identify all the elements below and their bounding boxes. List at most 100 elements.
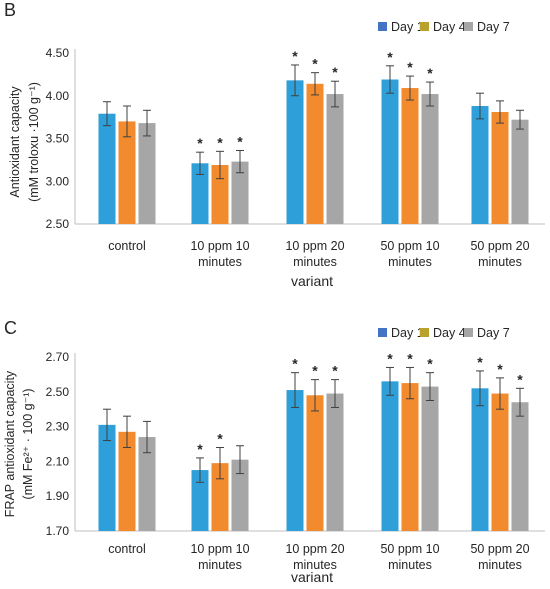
bar <box>511 402 529 531</box>
significance-marker: * <box>427 65 433 81</box>
significance-marker: * <box>387 350 393 366</box>
legend-swatch <box>378 22 387 31</box>
x-tick-label: minutes <box>388 558 432 572</box>
bar <box>286 80 304 224</box>
legend-swatch <box>420 22 429 31</box>
x-tick-label: minutes <box>388 255 432 269</box>
bar <box>306 395 324 531</box>
bar <box>231 161 249 224</box>
x-tick-label: control <box>108 542 146 556</box>
bar <box>118 431 136 531</box>
significance-marker: * <box>312 56 318 72</box>
legend-swatch <box>420 328 429 337</box>
chart-panel-b: B 2.50 3.00 3.50 4.00 4.50 Antioxidant capacit… <box>4 0 545 289</box>
x-tick-label: 10 ppm 20 <box>285 239 344 253</box>
x-tick-label: minutes <box>293 558 337 572</box>
x-tick-label: 10 ppm 20 <box>285 542 344 556</box>
bar <box>421 386 439 531</box>
bar <box>401 383 419 531</box>
significance-marker: * <box>292 356 298 372</box>
y-axis-label: Antioxidant capacity <box>8 86 22 198</box>
bar <box>231 459 249 531</box>
bar <box>401 88 419 225</box>
significance-marker: * <box>407 59 413 75</box>
significance-marker: * <box>237 133 243 149</box>
bar <box>491 111 509 224</box>
y-tick-label: 2.10 <box>46 454 70 468</box>
significance-marker: * <box>197 441 203 457</box>
y-tick-label: 3.00 <box>46 174 70 188</box>
x-tick-label: minutes <box>478 255 522 269</box>
bar <box>191 470 209 531</box>
bar <box>421 94 439 224</box>
bar <box>511 119 529 224</box>
y-tick-label: 2.50 <box>46 385 70 399</box>
y-tick-label: 1.70 <box>46 524 70 538</box>
panel-label: C <box>4 318 17 338</box>
x-tick-label: minutes <box>478 558 522 572</box>
legend-label: Day 7 <box>477 20 510 34</box>
legend-label: Day 4 <box>433 20 466 34</box>
significance-marker: * <box>332 363 338 379</box>
x-tick-label: 50 ppm 10 <box>380 239 439 253</box>
bar <box>98 424 116 531</box>
y-axis-label: (mM troloxu ·100 g⁻¹) <box>27 82 41 202</box>
legend-label: Day 4 <box>433 326 466 340</box>
bar <box>326 94 344 224</box>
significance-marker: * <box>517 371 523 387</box>
bar <box>381 381 399 531</box>
bar <box>491 393 509 531</box>
x-tick-label: 50 ppm 20 <box>470 239 529 253</box>
significance-marker: * <box>497 361 503 377</box>
significance-marker: * <box>217 134 223 150</box>
legend-swatch <box>464 22 473 31</box>
bar <box>211 165 229 224</box>
y-tick-label: 2.30 <box>46 420 70 434</box>
legend-label: Day 1 <box>391 326 424 340</box>
significance-marker: * <box>387 49 393 65</box>
x-axis-label: variant <box>291 569 333 585</box>
y-axis-label: (mM Fe²⁺ · 100 g⁻¹) <box>21 388 35 499</box>
significance-marker: * <box>427 356 433 372</box>
bar <box>381 79 399 224</box>
legend-label: Day 7 <box>477 326 510 340</box>
bar <box>191 163 209 224</box>
y-tick-label: 1.90 <box>46 489 70 503</box>
significance-marker: * <box>477 354 483 370</box>
x-tick-label: minutes <box>293 255 337 269</box>
bar <box>286 390 304 531</box>
x-tick-label: 50 ppm 10 <box>380 542 439 556</box>
y-tick-label: 2.70 <box>46 350 70 364</box>
x-tick-label: minutes <box>198 255 242 269</box>
significance-marker: * <box>312 363 318 379</box>
x-tick-label: control <box>108 239 146 253</box>
panel-label: B <box>4 0 16 20</box>
legend-swatch <box>464 328 473 337</box>
significance-marker: * <box>197 135 203 151</box>
bar <box>306 83 324 224</box>
significance-marker: * <box>332 64 338 80</box>
bar <box>471 106 489 224</box>
bar <box>138 123 156 224</box>
y-tick-label: 2.50 <box>46 217 70 231</box>
legend-label: Day 1 <box>391 20 424 34</box>
y-tick-label: 4.50 <box>46 46 70 60</box>
bar <box>118 121 136 224</box>
y-tick-label: 4.00 <box>46 89 70 103</box>
y-tick-label: 3.50 <box>46 132 70 146</box>
y-axis-label: FRAP antioxidant capacity <box>3 370 17 517</box>
x-tick-label: 10 ppm 10 <box>190 239 249 253</box>
x-tick-label: minutes <box>198 558 242 572</box>
significance-marker: * <box>217 430 223 446</box>
bar <box>211 463 229 531</box>
bar <box>471 388 489 531</box>
significance-marker: * <box>407 350 413 366</box>
x-tick-label: 50 ppm 20 <box>470 542 529 556</box>
legend-swatch <box>378 328 387 337</box>
x-tick-label: 10 ppm 10 <box>190 542 249 556</box>
bar <box>138 437 156 531</box>
bar <box>326 393 344 531</box>
bar <box>98 113 116 224</box>
significance-marker: * <box>292 48 298 64</box>
